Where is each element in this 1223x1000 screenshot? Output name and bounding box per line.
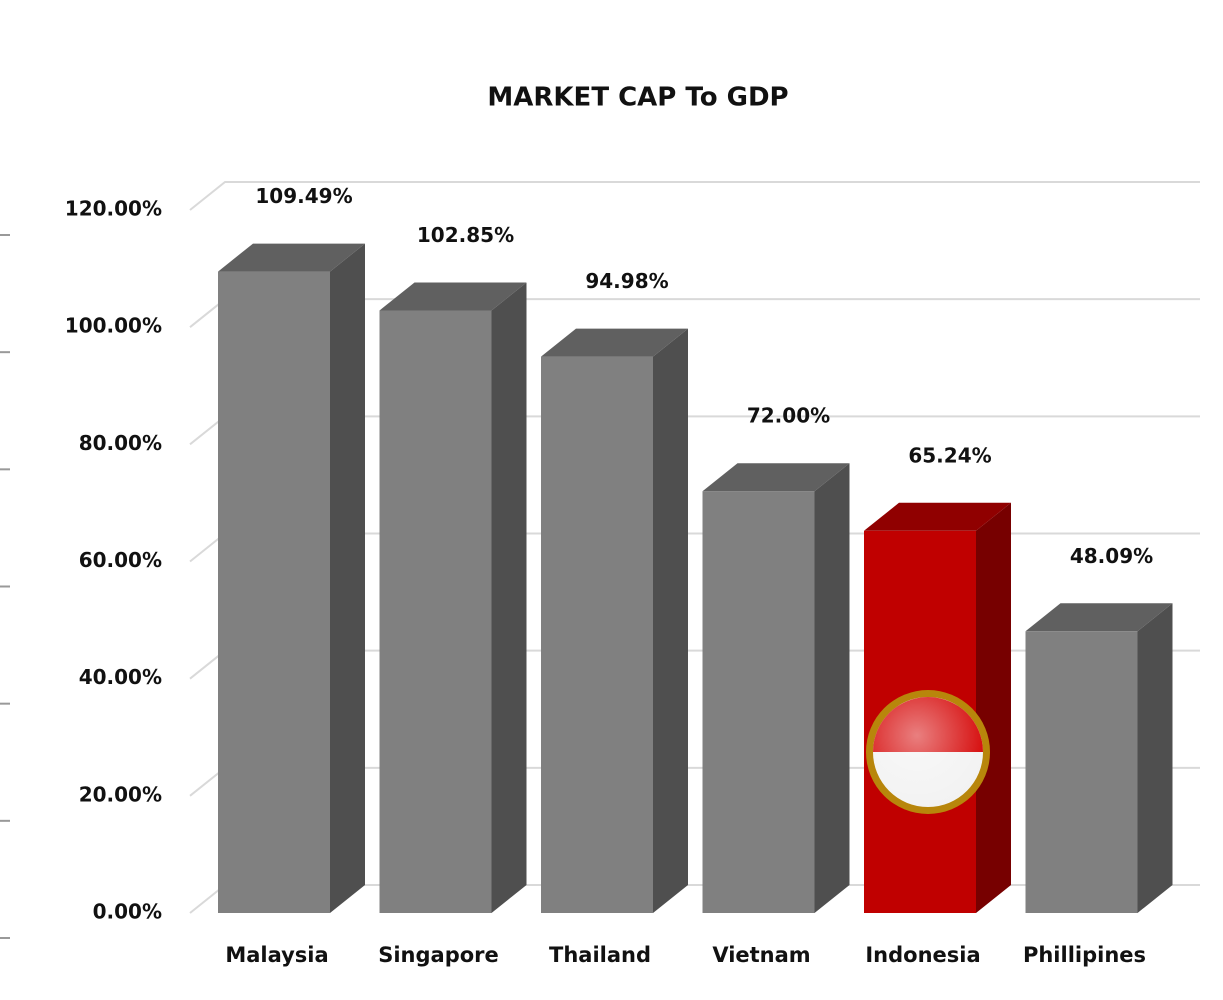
bar-side	[330, 243, 365, 913]
x-tick-label: Singapore	[378, 943, 499, 967]
bar-top	[864, 502, 1011, 531]
x-tick-label: Vietnam	[712, 943, 810, 967]
value-label: 94.98%	[585, 269, 668, 293]
y-tick-label: 100.00%	[65, 314, 162, 338]
bar-side	[491, 282, 527, 913]
labels: 0.00% 20.00% 40.00% 60.00% 80.00% 100.00% 120.…	[65, 184, 1153, 967]
bar	[541, 328, 688, 913]
value-label: 65.24%	[908, 443, 991, 467]
grid-line	[189, 181, 1200, 211]
bar-top	[702, 463, 850, 492]
bar-front	[1025, 631, 1138, 913]
bar-top	[379, 282, 527, 311]
y-tick-label: 80.00%	[79, 431, 162, 455]
y-tick-label: 60.00%	[79, 548, 162, 572]
bar	[1025, 603, 1173, 913]
x-tick-label: Thailand	[549, 943, 651, 967]
bar	[379, 282, 527, 913]
y-tick-label: 40.00%	[79, 665, 162, 689]
x-tick-label: Phillipines	[1023, 943, 1146, 967]
bar-top	[218, 243, 365, 272]
value-label: 109.49%	[255, 184, 352, 208]
y-tick-label: 20.00%	[79, 782, 162, 806]
x-tick-label: Indonesia	[865, 943, 980, 967]
value-label: 102.85%	[417, 223, 514, 247]
bar-top	[541, 328, 688, 357]
bar	[702, 463, 850, 913]
value-label: 48.09%	[1070, 544, 1153, 568]
bar-front	[218, 271, 330, 914]
chart-title: MARKET CAP To GDP	[487, 83, 788, 113]
bar-side	[653, 328, 688, 913]
bar-front	[541, 356, 653, 913]
flag-shine	[873, 697, 983, 807]
bar	[218, 243, 365, 914]
flag-icon	[866, 690, 990, 814]
y-tick-label: 120.00%	[65, 197, 162, 221]
bar-top	[1025, 603, 1173, 632]
bar-front	[702, 491, 815, 913]
bars	[218, 243, 1173, 914]
bar-side	[1137, 603, 1173, 913]
bar-front	[379, 310, 492, 913]
value-label: 72.00%	[747, 404, 830, 428]
y-tick-label: 0.00%	[93, 900, 162, 924]
bar-side	[976, 502, 1011, 913]
bar-side	[814, 463, 850, 913]
x-tick-label: Malaysia	[225, 943, 328, 967]
